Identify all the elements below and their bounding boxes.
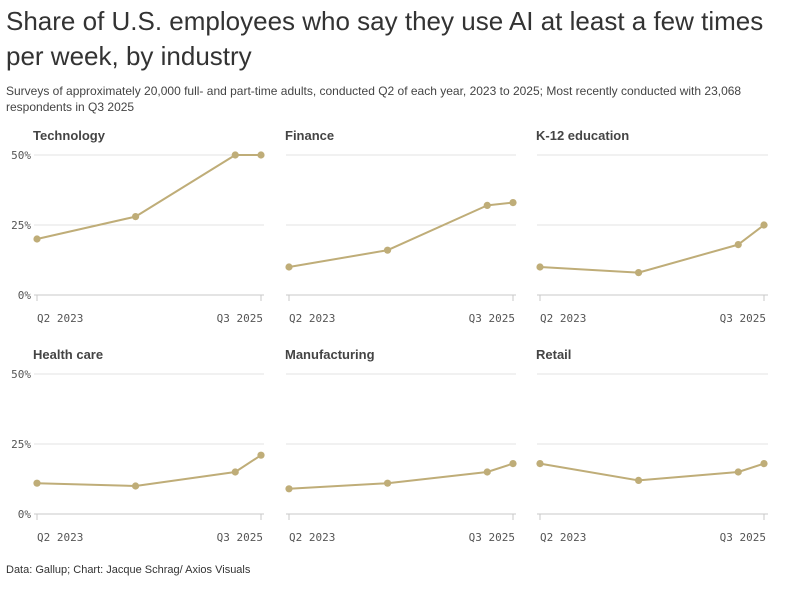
data-point-k-12-education-0 [536, 263, 544, 271]
data-point-retail-0 [536, 460, 544, 468]
series-line-technology [36, 154, 261, 240]
y-tick-label-technology-2: 0% [18, 289, 32, 302]
y-tick-label-health-care-2: 0% [18, 508, 32, 521]
x-tick-label-k-12-education-first: Q2 2023 [540, 312, 586, 325]
data-point-retail-3 [760, 460, 768, 468]
panel-title-finance: Finance [285, 128, 334, 143]
data-point-technology-1 [131, 213, 140, 221]
panel-title-health-care: Health care [33, 347, 103, 362]
x-tick-label-manufacturing-last: Q3 2025 [469, 531, 515, 544]
panel-title-manufacturing: Manufacturing [285, 347, 375, 362]
panel-title-retail: Retail [536, 347, 571, 362]
x-tick-label-retail-last: Q3 2025 [720, 531, 766, 544]
series-line-health-care [36, 454, 262, 487]
data-point-k-12-education-2 [734, 241, 742, 249]
x-tick-label-technology-first: Q2 2023 [37, 312, 83, 325]
panel-title-k-12-education: K-12 education [536, 128, 629, 143]
data-point-retail-2 [734, 468, 742, 476]
data-point-finance-1 [383, 246, 392, 254]
y-tick-label-technology-1: 25% [11, 219, 31, 232]
x-tick-label-finance-last: Q3 2025 [469, 312, 515, 325]
data-point-finance-0 [285, 263, 293, 271]
x-tick-label-technology-last: Q3 2025 [217, 312, 263, 325]
chart-title: Share of U.S. employees who say they use… [6, 6, 764, 71]
x-tick-label-finance-first: Q2 2023 [289, 312, 335, 325]
data-point-health-care-1 [131, 482, 140, 490]
source-note: Data: Gallup; Chart: Jacque Schrag/ Axio… [6, 564, 251, 576]
data-point-manufacturing-1 [383, 479, 392, 487]
data-point-health-care-3 [257, 451, 265, 459]
data-point-finance-2 [483, 201, 491, 209]
data-point-health-care-2 [231, 468, 239, 476]
x-tick-label-manufacturing-first: Q2 2023 [289, 531, 335, 544]
data-point-health-care-0 [33, 479, 41, 487]
x-tick-label-k-12-education-last: Q3 2025 [720, 312, 766, 325]
data-point-manufacturing-2 [483, 468, 491, 476]
x-tick-label-health-care-first: Q2 2023 [37, 531, 83, 544]
data-point-finance-3 [509, 199, 517, 207]
y-tick-label-technology-0: 50% [11, 149, 31, 162]
series-line-finance [288, 201, 514, 268]
x-tick-label-health-care-last: Q3 2025 [217, 531, 263, 544]
panel-title-technology: Technology [33, 128, 106, 143]
y-tick-label-health-care-0: 50% [11, 368, 31, 381]
chart-subtitle: Surveys of approximately 20,000 full- an… [6, 84, 742, 114]
data-point-k-12-education-3 [760, 221, 768, 229]
data-point-manufacturing-0 [285, 485, 293, 493]
series-line-manufacturing [288, 462, 514, 490]
data-point-manufacturing-3 [509, 460, 517, 468]
data-point-technology-2 [231, 151, 239, 159]
data-point-retail-1 [634, 476, 643, 484]
data-point-k-12-education-1 [634, 269, 643, 277]
series-line-retail [539, 462, 765, 482]
data-point-technology-0 [33, 235, 41, 243]
series-line-k-12-education [539, 224, 765, 274]
data-point-technology-3 [257, 151, 265, 159]
y-tick-label-health-care-1: 25% [11, 438, 31, 451]
x-tick-label-retail-first: Q2 2023 [540, 531, 586, 544]
